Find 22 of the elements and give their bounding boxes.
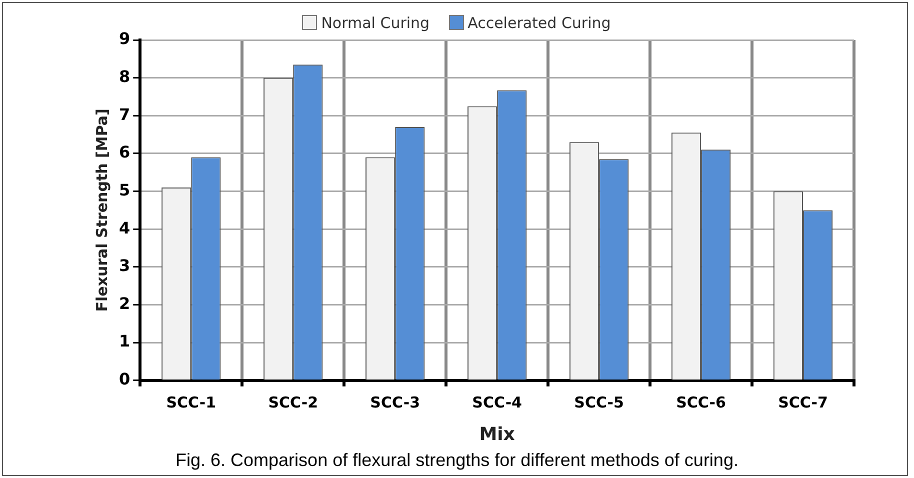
- y-tick-label: 3: [118, 256, 130, 276]
- x-tick-label: SCC-3: [370, 393, 420, 412]
- y-tick-label: 9: [118, 29, 130, 48]
- legend-label: Accelerated Curing: [468, 14, 611, 32]
- y-tick-label: 4: [118, 218, 130, 238]
- y-tick-label: 2: [118, 294, 130, 313]
- y-axis-title: Flexural Strength [MPa]: [92, 108, 111, 312]
- legend-label: Normal Curing: [321, 14, 430, 32]
- y-tick-label: 7: [118, 104, 130, 124]
- x-tick-label: SCC-2: [268, 393, 318, 412]
- y-tick-label: 0: [118, 370, 130, 389]
- x-tick-label: SCC-4: [472, 393, 522, 412]
- y-tick-label: 5: [118, 180, 130, 200]
- y-tick-label: 6: [118, 142, 130, 162]
- x-axis-title: Mix: [479, 424, 516, 445]
- x-tick-label: SCC-1: [166, 393, 216, 412]
- x-tick-label: SCC-7: [778, 393, 828, 412]
- x-tick-label: SCC-6: [676, 393, 726, 412]
- x-tick-label: SCC-5: [574, 393, 624, 412]
- y-tick-label: 1: [118, 332, 130, 351]
- caption: Fig. 6. Comparison of flexural strengths for different methods of curing.: [174, 450, 740, 471]
- y-tick-label: 8: [118, 66, 130, 86]
